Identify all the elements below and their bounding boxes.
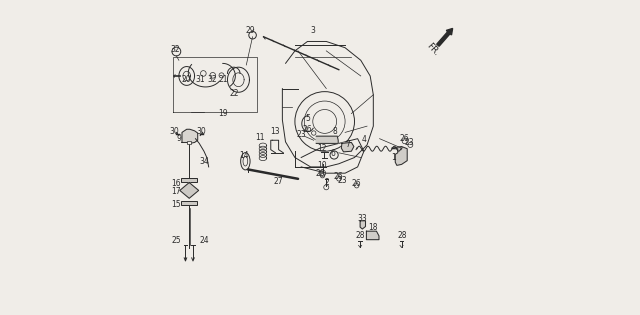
Text: 26: 26	[316, 169, 325, 178]
Text: 18: 18	[369, 223, 378, 232]
Ellipse shape	[241, 153, 250, 170]
Circle shape	[330, 151, 338, 159]
Text: 15: 15	[172, 200, 181, 209]
Text: 1: 1	[391, 153, 396, 162]
Polygon shape	[341, 142, 354, 152]
Text: 11: 11	[255, 133, 264, 142]
Text: 5: 5	[306, 114, 310, 123]
Text: 13: 13	[269, 127, 279, 136]
Text: 29: 29	[246, 26, 255, 35]
Text: 2: 2	[324, 178, 329, 187]
Text: 17: 17	[172, 186, 181, 196]
Text: 3: 3	[310, 26, 316, 35]
Text: 23: 23	[296, 130, 306, 140]
Text: 12: 12	[317, 144, 326, 153]
Text: 26: 26	[302, 125, 312, 135]
Text: 32: 32	[207, 75, 216, 84]
Polygon shape	[180, 183, 198, 198]
Text: 16: 16	[172, 179, 181, 188]
Text: 34: 34	[200, 157, 209, 166]
Text: 6: 6	[330, 149, 335, 158]
Text: 19: 19	[218, 109, 228, 118]
Text: 21: 21	[218, 75, 228, 84]
Text: 9: 9	[177, 134, 181, 143]
Text: 28: 28	[355, 232, 365, 240]
Text: 30: 30	[197, 127, 207, 136]
Text: 26: 26	[351, 179, 361, 188]
Text: 27: 27	[274, 177, 284, 186]
Text: 4: 4	[362, 135, 366, 144]
Bar	[188, 141, 191, 144]
Polygon shape	[367, 231, 379, 240]
Text: 23: 23	[404, 138, 414, 147]
Text: 7: 7	[346, 140, 351, 149]
Bar	[181, 201, 197, 205]
Text: 26: 26	[399, 134, 409, 143]
Polygon shape	[316, 136, 338, 143]
Text: 30: 30	[170, 127, 179, 136]
Text: 25: 25	[172, 236, 181, 245]
Text: 22: 22	[230, 89, 239, 98]
Text: 26: 26	[333, 172, 343, 181]
Text: 32: 32	[170, 45, 180, 54]
FancyArrow shape	[436, 28, 452, 46]
Text: 23: 23	[338, 175, 348, 185]
Polygon shape	[360, 221, 365, 229]
Text: 10: 10	[317, 161, 326, 170]
Text: 31: 31	[195, 75, 205, 84]
Text: 24: 24	[200, 236, 209, 245]
Polygon shape	[392, 146, 407, 165]
Text: 33: 33	[358, 214, 367, 223]
Text: FR.: FR.	[425, 41, 441, 57]
Polygon shape	[182, 129, 198, 143]
Text: 14: 14	[239, 152, 249, 160]
Bar	[181, 178, 197, 182]
Text: 28: 28	[397, 232, 407, 240]
Text: 8: 8	[333, 127, 337, 136]
Text: 20: 20	[181, 75, 191, 84]
